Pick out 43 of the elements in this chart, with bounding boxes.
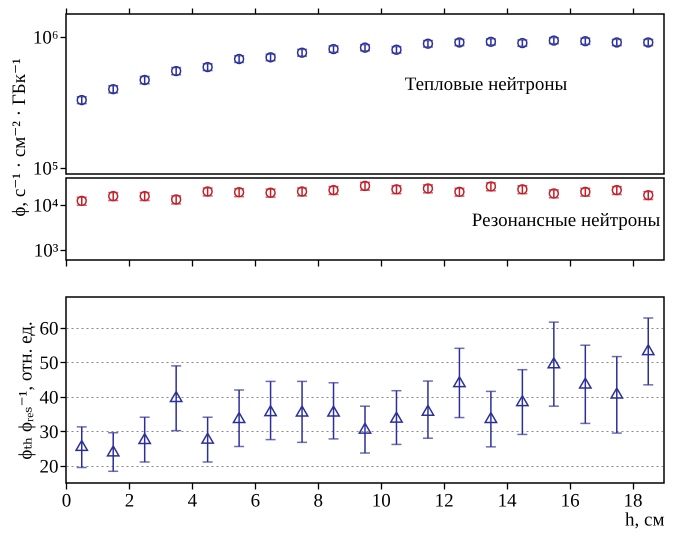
point	[170, 390, 183, 402]
x-tick-label: 12	[434, 490, 454, 512]
series-label: Резонансные нейтроны	[472, 210, 660, 231]
y-axis-title: ϕₜₕ ϕᵣₑₛ⁻¹, отн. ед.	[16, 321, 36, 460]
point	[516, 394, 529, 406]
y-tick-label: 10⁶	[32, 28, 58, 49]
y-tick-label: 10³	[34, 240, 59, 262]
point	[106, 445, 120, 457]
y-tick-label: 50	[40, 352, 58, 374]
point	[264, 404, 278, 416]
point	[201, 432, 214, 444]
point	[75, 440, 88, 452]
x-tick-label: 8	[314, 490, 324, 512]
x-tick-label: 6	[250, 490, 260, 512]
y-axis-title: ϕ, с⁻¹ · см⁻² · ГБк⁻¹	[8, 58, 30, 217]
x-tick-label: 14	[498, 490, 518, 512]
y-tick-label: 10⁵	[32, 158, 58, 180]
x-tick-label: 0	[62, 490, 72, 512]
point	[138, 432, 152, 444]
x-tick-label: 16	[560, 490, 580, 512]
x-tick-label: 4	[188, 490, 198, 512]
x-tick-label: 10	[372, 490, 391, 512]
x-tick-label: 2	[124, 490, 134, 512]
point	[390, 412, 403, 423]
point	[358, 422, 372, 434]
series-label: Тепловые нейтроны	[404, 74, 568, 95]
point	[296, 405, 309, 417]
point	[484, 412, 498, 424]
y-tick-label: 40	[40, 387, 58, 408]
point	[578, 377, 592, 389]
point	[421, 404, 434, 416]
point	[547, 357, 560, 368]
x-axis-title: h, см	[625, 510, 664, 530]
y-tick-label: 10⁴	[32, 196, 59, 217]
x-tick-label: 18	[624, 490, 643, 512]
point	[642, 344, 655, 356]
point	[327, 405, 340, 417]
point	[452, 376, 466, 388]
y-tick-label: 30	[40, 422, 58, 443]
point	[232, 412, 246, 424]
y-tick-label: 20	[40, 456, 58, 478]
point	[610, 387, 624, 399]
y-tick-label: 60	[40, 318, 58, 340]
